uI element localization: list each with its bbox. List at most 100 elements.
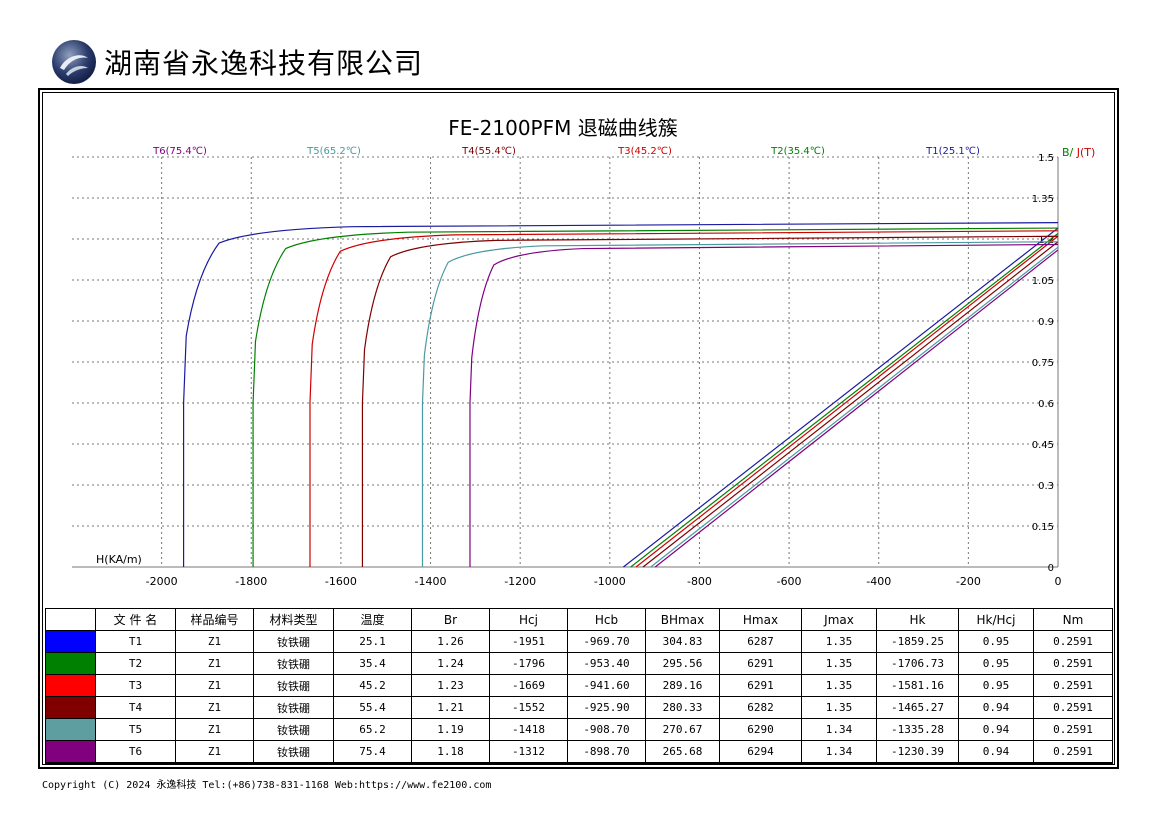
table-header-row: 文 件 名 样品编号 材料类型 温度 Br Hcj Hcb BHmax Hmax…: [45, 608, 1113, 631]
x-tick-label: -1200: [504, 575, 536, 588]
cell-hmax: 6287: [719, 630, 802, 653]
x-tick-label: -1000: [594, 575, 626, 588]
x-tick-label: -1800: [235, 575, 267, 588]
cell-material: 钕铁硼: [253, 652, 334, 675]
y-tick-label: 0.45: [1032, 440, 1054, 451]
cell-sample-id: Z1: [175, 674, 254, 697]
cell-sample-id: Z1: [175, 696, 254, 719]
b-curve-1: [623, 227, 1059, 568]
j-curve-3: [309, 230, 1059, 567]
legend-label-5: T5(65.2℃): [306, 146, 361, 157]
series-color-swatch: [45, 718, 96, 741]
table-row: T3 Z1 钕铁硼 45.2 1.23 -1669 -941.60 289.16 6291 1.3…: [45, 674, 1113, 697]
cell-hcb: -941.60: [567, 674, 646, 697]
header-color: [45, 608, 96, 631]
cell-filename: T6: [95, 740, 176, 764]
header-hmax: Hmax: [719, 608, 802, 631]
header-hk: Hk: [876, 608, 959, 631]
y-tick-label: 0.6: [1038, 399, 1054, 410]
y-tick-label: 0.3: [1038, 481, 1054, 492]
cell-hcb: -953.40: [567, 652, 646, 675]
cell-hk-hcj: 0.94: [958, 740, 1034, 764]
cell-bhmax: 265.68: [645, 740, 720, 764]
page-header: 湖南省永逸科技有限公司: [50, 38, 423, 86]
y-tick-label: 0.9: [1038, 317, 1054, 328]
cell-hk-hcj: 0.95: [958, 630, 1034, 653]
cell-material: 钕铁硼: [253, 674, 334, 697]
table-row: T2 Z1 钕铁硼 35.4 1.24 -1796 -953.40 295.56 6291 1.3…: [45, 652, 1113, 675]
report-frame: [38, 88, 1119, 769]
cell-jmax: 1.34: [801, 740, 877, 764]
legend-label-2: T2(35.4℃): [770, 146, 825, 157]
cell-br: 1.19: [411, 718, 490, 741]
cell-temperature: 75.4: [333, 740, 412, 764]
cell-temperature: 65.2: [333, 718, 412, 741]
series-color-swatch: [45, 740, 96, 764]
y-tick-label: 1.5: [1038, 153, 1054, 164]
results-table: 文 件 名 样品编号 材料类型 温度 Br Hcj Hcb BHmax Hmax…: [45, 608, 1113, 764]
cell-nm: 0.2591: [1033, 718, 1113, 741]
x-axis-label: H(KA/m): [96, 553, 142, 566]
cell-hk-hcj: 0.94: [958, 718, 1034, 741]
table-row: T1 Z1 钕铁硼 25.1 1.26 -1951 -969.70 304.83 6287 1.3…: [45, 630, 1113, 653]
cell-material: 钕铁硼: [253, 718, 334, 741]
cell-sample-id: Z1: [175, 652, 254, 675]
header-temperature: 温度: [333, 608, 412, 631]
series-color-swatch: [45, 674, 96, 697]
cell-bhmax: 304.83: [645, 630, 720, 653]
cell-hk: -1859.25: [876, 630, 959, 653]
cell-hcb: -925.90: [567, 696, 646, 719]
cell-sample-id: Z1: [175, 718, 254, 741]
cell-sample-id: Z1: [175, 740, 254, 764]
j-curve-2: [252, 227, 1059, 567]
y-tick-label: 1.05: [1032, 276, 1054, 287]
header-hk-hcj: Hk/Hcj: [958, 608, 1034, 631]
cell-jmax: 1.35: [801, 674, 877, 697]
cell-br: 1.23: [411, 674, 490, 697]
cell-material: 钕铁硼: [253, 696, 334, 719]
j-curve-6: [469, 243, 1059, 567]
cell-hk: -1706.73: [876, 652, 959, 675]
y-tick-label: 0.15: [1032, 522, 1054, 533]
cell-hmax: 6291: [719, 674, 802, 697]
y-tick-label: 0: [1048, 563, 1054, 574]
cell-nm: 0.2591: [1033, 674, 1113, 697]
x-tick-label: -1600: [325, 575, 357, 588]
series-color-swatch: [45, 652, 96, 675]
legend-label-3: T3(45.2℃): [617, 146, 672, 157]
header-hcj: Hcj: [489, 608, 568, 631]
cell-hcj: -1669: [489, 674, 568, 697]
cell-bhmax: 280.33: [645, 696, 720, 719]
cell-br: 1.21: [411, 696, 490, 719]
cell-hcj: -1312: [489, 740, 568, 764]
b-curve-5: [650, 246, 1059, 568]
cell-temperature: 25.1: [333, 630, 412, 653]
cell-jmax: 1.35: [801, 630, 877, 653]
footer-copyright: Copyright (C) 2024 永逸科技 Tel:(+86)738-831…: [42, 780, 492, 791]
x-tick-label: 0: [1055, 575, 1062, 588]
cell-filename: T4: [95, 696, 176, 719]
header-sample-id: 样品编号: [175, 608, 254, 631]
b-curve-3: [635, 235, 1059, 568]
cell-hk-hcj: 0.94: [958, 696, 1034, 719]
cell-jmax: 1.35: [801, 696, 877, 719]
table-row: T4 Z1 钕铁硼 55.4 1.21 -1552 -925.90 280.33 6282 1.3…: [45, 696, 1113, 719]
table-row: T6 Z1 钕铁硼 75.4 1.18 -1312 -898.70 265.68 6294 1.3…: [45, 740, 1113, 764]
table-row: T5 Z1 钕铁硼 65.2 1.19 -1418 -908.70 270.67 6290 1.3…: [45, 718, 1113, 741]
cell-nm: 0.2591: [1033, 740, 1113, 764]
cell-br: 1.18: [411, 740, 490, 764]
cell-hcb: -969.70: [567, 630, 646, 653]
cell-hmax: 6294: [719, 740, 802, 764]
x-tick-label: -2000: [146, 575, 178, 588]
cell-sample-id: Z1: [175, 630, 254, 653]
cell-bhmax: 289.16: [645, 674, 720, 697]
legend-label-6: T6(75.4℃): [152, 146, 207, 157]
cell-bhmax: 270.67: [645, 718, 720, 741]
cell-filename: T5: [95, 718, 176, 741]
cell-material: 钕铁硼: [253, 630, 334, 653]
cell-hcj: -1552: [489, 696, 568, 719]
header-hcb: Hcb: [567, 608, 646, 631]
header-nm: Nm: [1033, 608, 1113, 631]
cell-temperature: 55.4: [333, 696, 412, 719]
cell-jmax: 1.34: [801, 718, 877, 741]
